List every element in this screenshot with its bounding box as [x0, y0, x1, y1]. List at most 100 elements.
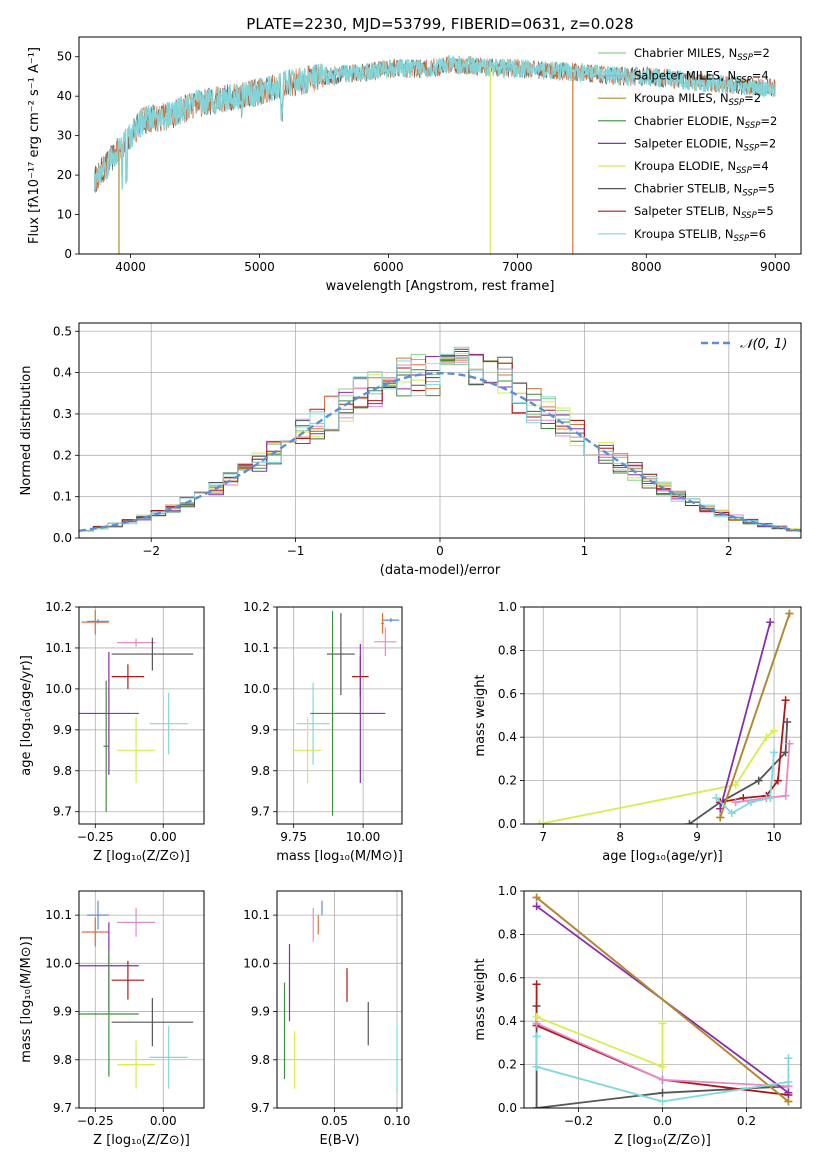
errorbar-point — [149, 692, 188, 755]
plot-area — [79, 609, 194, 812]
y-tick-label: 30 — [57, 129, 72, 143]
y-tick-label: 10.0 — [45, 956, 72, 970]
series-marker — [658, 1088, 667, 1097]
plot-area — [293, 611, 400, 816]
legend-label-count: =4 — [752, 159, 769, 173]
x-tick-label: 10 — [766, 830, 781, 844]
series-line — [716, 618, 775, 813]
series-marker — [712, 793, 721, 802]
y-tick-label: 9.8 — [251, 1053, 270, 1067]
series-marker — [731, 798, 740, 807]
y-tick-label: 9.9 — [251, 723, 270, 737]
series-marker — [781, 791, 790, 800]
y-tick-label: 20 — [57, 168, 72, 182]
y-tick-label: 9.9 — [251, 1005, 270, 1019]
plot-area — [535, 609, 794, 824]
errorbar-point — [117, 717, 156, 784]
axes-frame — [276, 890, 403, 1109]
series-marker — [770, 748, 779, 757]
y-tick-label: 0.2 — [498, 1058, 517, 1072]
series-line — [716, 696, 790, 807]
y-tick-label: 0.0 — [498, 1101, 517, 1115]
y-tick-label: 9.7 — [251, 1101, 270, 1115]
errorbar-point — [81, 609, 109, 635]
legend-label-count: =5 — [758, 182, 775, 196]
x-tick-label: 9000 — [760, 260, 791, 274]
legend-label-name: Salpeter ELODIE, N — [634, 136, 744, 150]
y-tick-label: 9.7 — [53, 1101, 72, 1115]
y-tick-label: 0.0 — [498, 817, 517, 831]
x-tick-label: 8 — [616, 830, 624, 844]
y-tick-label: 0 — [64, 247, 72, 261]
series-marker — [783, 718, 792, 727]
x-tick-label: 4000 — [115, 260, 146, 274]
legend-label-sub: SSP — [736, 76, 752, 86]
errorbar-point — [117, 907, 156, 937]
y-tick-label: 10.1 — [45, 641, 72, 655]
legend-label: Salpeter STELIB, NSSP=5 — [634, 204, 774, 221]
x-axis-label: Z [log₁₀(Z/Z⊙)] — [93, 1133, 190, 1148]
y-tick-label: 9.7 — [251, 805, 270, 819]
axes-frame — [523, 606, 802, 825]
errorbar-point — [293, 717, 322, 784]
x-axis-label: Z [log₁₀(Z/Z⊙)] — [614, 1133, 711, 1148]
y-tick-label: 10.2 — [243, 600, 270, 614]
figure-title: PLATE=2230, MJD=53799, FIBERID=0631, z=0… — [246, 15, 633, 33]
chart-weight-vs-age: 7 8 9 10 0.0 0.2 0.4 0.6 0.8 1.0 age [log₁₀(age/yr… — [473, 600, 802, 864]
y-tick-label: 0.2 — [53, 448, 72, 462]
y-axis-label: mass weight — [473, 958, 488, 1040]
series-marker — [773, 776, 782, 785]
errorbar-point — [111, 960, 145, 1000]
legend-label-count: =5 — [757, 204, 774, 218]
y-axis-label: Normed distribution — [19, 366, 34, 496]
legend-label: Kroupa MILES, NSSP=2 — [634, 91, 761, 108]
x-tick-label: 0.10 — [384, 1114, 411, 1128]
legend-label-sub: SSP — [745, 121, 761, 131]
y-tick-label: 0.4 — [53, 366, 72, 380]
series-path — [535, 984, 789, 1096]
series-line — [685, 718, 792, 824]
y-tick-label: 0.6 — [498, 687, 517, 701]
x-tick-label: −2 — [142, 544, 160, 558]
legend-label-count: =2 — [744, 91, 761, 105]
series-line — [532, 893, 793, 1106]
series-marker — [532, 893, 541, 902]
x-tick-label: 6000 — [373, 260, 404, 274]
legend-label-name: Chabrier MILES, N — [634, 46, 737, 60]
plot-area — [79, 900, 194, 1089]
plot-area — [79, 346, 801, 532]
errorbar-point — [111, 664, 145, 689]
series-marker — [658, 1075, 667, 1084]
y-tick-label: 9.7 — [53, 805, 72, 819]
legend-label: Chabrier MILES, NSSP=2 — [634, 46, 770, 63]
y-tick-label: 1.0 — [498, 600, 517, 614]
series-line — [712, 748, 779, 818]
series-marker — [746, 798, 755, 807]
series-marker — [532, 1062, 541, 1071]
y-tick-label: 50 — [57, 50, 72, 64]
series-marker — [532, 902, 541, 911]
chart-residuals: −2 −1 0 1 2 0.0 0.1 0.2 0.3 0.4 0.5 𝒩(0, 1) (data-mo… — [19, 322, 802, 578]
series-marker — [532, 1012, 541, 1021]
legend-label-name: Chabrier ELODIE, N — [634, 114, 745, 128]
series-marker — [785, 609, 794, 618]
y-axis-label: age [log₁₀(age/yr)] — [19, 655, 34, 776]
y-tick-label: 0.3 — [53, 407, 72, 421]
y-tick-label: 10.2 — [45, 600, 72, 614]
x-axis-label: (data-model)/error — [380, 563, 501, 578]
x-tick-label: 10.00 — [346, 830, 380, 844]
errorbar-point — [87, 900, 109, 930]
series-line — [535, 726, 779, 824]
x-axis-label: Z [log₁₀(Z/Z⊙)] — [93, 849, 190, 864]
legend-label-sub: SSP — [737, 53, 753, 63]
legend-label-sub: SSP — [734, 234, 750, 244]
series-marker — [754, 776, 763, 785]
legend-label-sub: SSP — [744, 143, 760, 153]
axes-frame — [78, 890, 205, 1109]
y-tick-label: 10 — [57, 208, 72, 222]
series-marker — [532, 1104, 541, 1108]
histogram-step — [79, 346, 801, 532]
series-marker — [535, 820, 544, 824]
axes-frame — [78, 606, 205, 825]
x-axis-label: wavelength [Angstrom, rest frame] — [326, 279, 555, 294]
